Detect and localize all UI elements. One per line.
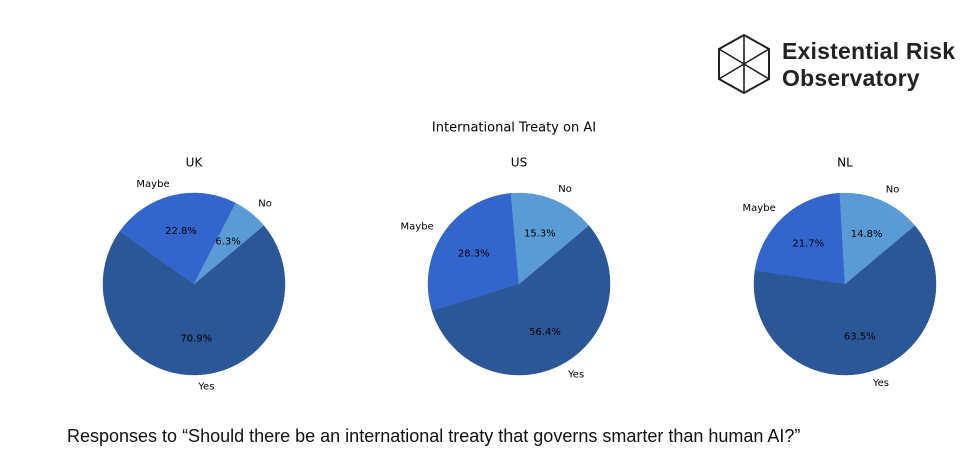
- category-label-us-no: No: [558, 184, 572, 195]
- subplot-title-uk: UK: [186, 156, 204, 170]
- category-label-us-maybe: Maybe: [401, 222, 434, 233]
- data-label-nl-yes: 63.5%: [844, 332, 876, 343]
- subplot-title-nl: NL: [837, 156, 853, 170]
- category-label-nl-maybe: Maybe: [743, 203, 776, 214]
- pie-slice-nl-no: [839, 192, 916, 285]
- logo: Existential Risk Observatory: [716, 33, 966, 95]
- data-label-uk-no: 6.3%: [215, 236, 240, 247]
- data-label-nl-maybe: 21.7%: [792, 239, 824, 250]
- hexagon-cube-icon: [718, 33, 770, 95]
- subplot-title-us: US: [511, 156, 527, 170]
- data-label-us-no: 15.3%: [524, 229, 556, 240]
- data-label-nl-no: 14.8%: [851, 229, 883, 240]
- pie-slice-uk-maybe: [119, 192, 237, 285]
- category-label-uk-no: No: [258, 199, 272, 210]
- logo-text-line1: Existential Risk: [782, 38, 956, 64]
- data-label-us-maybe: 28.3%: [458, 248, 490, 259]
- pie-slice-uk-yes: [102, 225, 286, 376]
- category-label-nl-yes: Yes: [872, 378, 889, 389]
- pie-charts-svg: International Treaty on AI UK 70.9% Yes 22.8…: [102, 121, 937, 393]
- logo-text-line2: Observatory: [782, 65, 920, 91]
- pie-slice-nl-maybe: [754, 192, 846, 285]
- pie-slice-nl-yes: [753, 225, 937, 376]
- pie-chart-figure: International Treaty on AI UK 70.9% Yes 22.8…: [102, 121, 937, 393]
- pie-slice-uk-no: [193, 202, 265, 285]
- caption: Responses to “Should there be an interna…: [67, 426, 801, 446]
- data-label-uk-yes: 70.9%: [180, 334, 212, 345]
- category-label-us-yes: Yes: [567, 369, 584, 380]
- chart-title: International Treaty on AI: [432, 121, 596, 136]
- category-label-nl-no: No: [886, 185, 900, 196]
- data-label-us-yes: 56.4%: [529, 327, 561, 338]
- pie-slice-us-no: [510, 192, 590, 285]
- category-label-uk-maybe: Maybe: [136, 179, 169, 190]
- category-label-uk-yes: Yes: [197, 382, 214, 393]
- pie-slice-us-yes: [431, 225, 611, 376]
- data-label-uk-maybe: 22.8%: [165, 226, 197, 237]
- pie-slice-us-maybe: [427, 193, 520, 311]
